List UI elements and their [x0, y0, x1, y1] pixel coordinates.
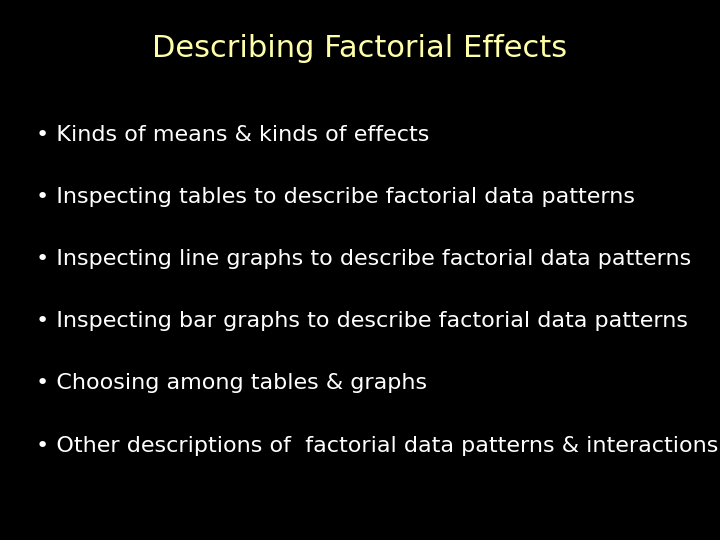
Text: • Inspecting line graphs to describe factorial data patterns: • Inspecting line graphs to describe fac…	[36, 249, 691, 269]
Text: • Choosing among tables & graphs: • Choosing among tables & graphs	[36, 373, 427, 394]
Text: • Other descriptions of  factorial data patterns & interactions: • Other descriptions of factorial data p…	[36, 435, 719, 456]
Text: • Inspecting tables to describe factorial data patterns: • Inspecting tables to describe factoria…	[36, 187, 635, 207]
Text: • Kinds of means & kinds of effects: • Kinds of means & kinds of effects	[36, 125, 429, 145]
Text: • Inspecting bar graphs to describe factorial data patterns: • Inspecting bar graphs to describe fact…	[36, 311, 688, 332]
Text: Describing Factorial Effects: Describing Factorial Effects	[153, 34, 567, 63]
